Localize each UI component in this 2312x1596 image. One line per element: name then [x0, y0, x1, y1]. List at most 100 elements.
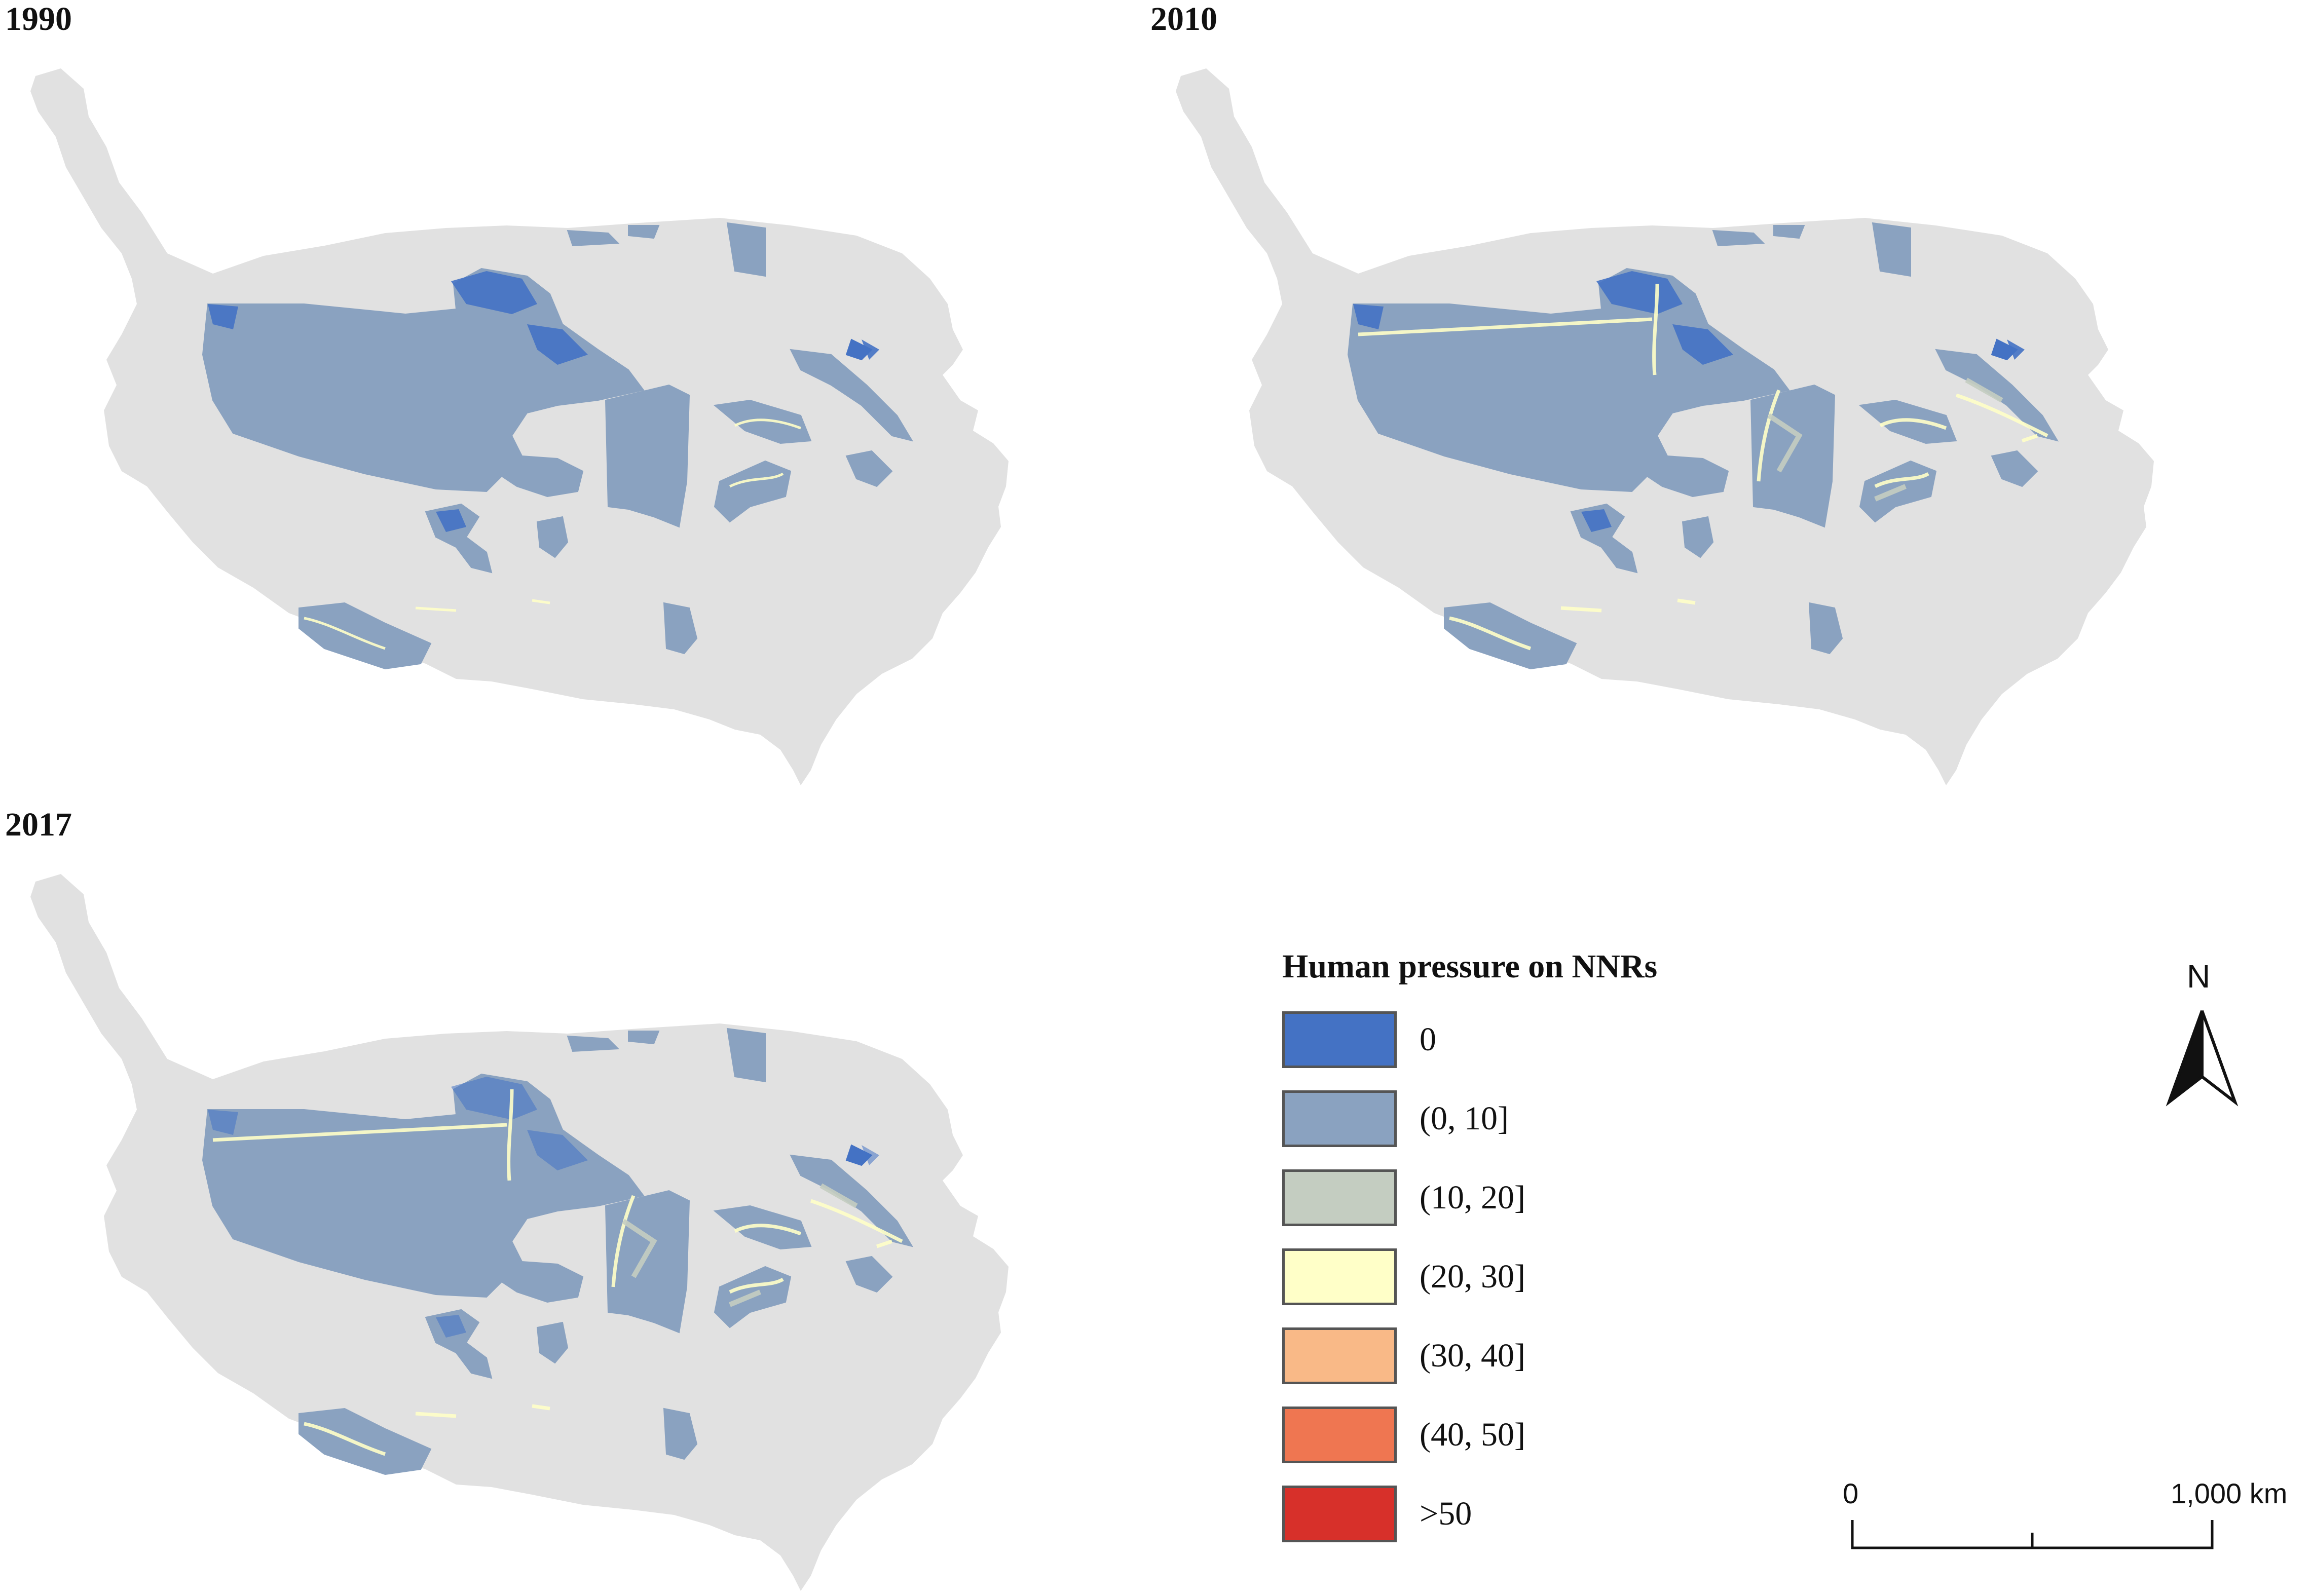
pressure-corridor	[2021, 434, 2038, 443]
pressure-corridor	[304, 1422, 386, 1456]
map-panel-1990: 1990	[0, 0, 1155, 790]
pressure-corridor	[415, 1412, 457, 1418]
zero-pressure-area	[1581, 509, 1612, 532]
reserve-zone	[713, 399, 812, 444]
north-label: N	[2187, 958, 2211, 995]
legend-swatch	[1282, 1327, 1397, 1384]
plateau-map	[30, 68, 1009, 785]
zero-pressure-area	[862, 339, 879, 360]
zero-pressure-area	[527, 1130, 588, 1170]
reserve-zone	[1808, 602, 1843, 655]
pressure-corridor	[1965, 377, 2003, 403]
legend-title: Human pressure on NNRs	[1282, 948, 1658, 985]
legend-item: (30, 40]	[1282, 1316, 1657, 1395]
legend-item: (40, 50]	[1282, 1395, 1657, 1474]
reserve-zone	[845, 1256, 893, 1293]
pressure-corridor	[1767, 413, 1803, 473]
legend-swatch	[1282, 1090, 1397, 1147]
legend-label: (10, 20]	[1420, 1179, 1525, 1216]
reserve-zone	[536, 516, 569, 558]
north-arrow-icon	[2166, 1010, 2239, 1107]
zero-pressure-area	[208, 1110, 238, 1135]
reserve-zone	[714, 460, 792, 523]
pressure-corridor	[729, 472, 784, 488]
legend-label: (0, 10]	[1420, 1100, 1509, 1137]
plateau-map	[1176, 68, 2154, 785]
pressure-corridor	[729, 1289, 761, 1307]
zero-pressure-area	[862, 1145, 879, 1165]
pressure-corridor	[810, 1199, 903, 1243]
reserve-zone	[663, 602, 698, 655]
reserve-zone	[1773, 225, 1805, 239]
reserve-zone	[628, 1031, 660, 1045]
legend-label: (20, 30]	[1420, 1258, 1525, 1295]
reserve-zone	[726, 1028, 766, 1083]
map-panel-2010: 2010	[1145, 0, 2301, 790]
reserve-zone	[845, 450, 893, 487]
zero-pressure-area	[451, 271, 537, 314]
zero-pressure-area	[1353, 304, 1384, 329]
legend-label: (40, 50]	[1420, 1416, 1525, 1453]
reserve-zone	[299, 602, 432, 670]
reserve-zone	[1872, 222, 1911, 277]
pressure-corridor	[1677, 598, 1696, 605]
legend-swatch	[1282, 1169, 1397, 1226]
scale-bar	[1851, 1520, 2214, 1549]
pressure-corridor	[1879, 418, 1947, 430]
pressure-corridor	[876, 1239, 893, 1248]
legend-label: 0	[1420, 1021, 1436, 1058]
pressure-corridor	[734, 419, 801, 430]
reserve-zone	[1682, 516, 1714, 558]
reserve-zone	[567, 1035, 620, 1052]
reserve-zone	[1858, 399, 1957, 444]
reserve-zone	[1750, 384, 1836, 528]
pressure-corridor	[1874, 472, 1929, 488]
legend-item: 0	[1282, 1000, 1657, 1079]
pressure-corridor	[1560, 606, 1602, 613]
pressure-corridor	[1652, 283, 1659, 375]
reserve-zone	[605, 384, 690, 528]
scale-end-label: 1,000 km	[2171, 1477, 2288, 1509]
reserve-zone	[1712, 230, 1765, 247]
reserve-zone	[567, 230, 620, 247]
legend-label: >50	[1420, 1495, 1472, 1532]
zero-pressure-area	[1672, 324, 1733, 365]
legend-swatch	[1282, 1407, 1397, 1463]
plateau-outline	[1176, 68, 2154, 785]
pressure-corridor	[1358, 317, 1653, 336]
reserve-zone	[663, 1408, 698, 1460]
reserve-zone	[1444, 602, 1577, 670]
pressure-corridor	[729, 1277, 784, 1294]
legend-items: 0 (0, 10] (10, 20] (20, 30] (30, 40] (40, 50]…	[1282, 1000, 1657, 1553]
pressure-corridor	[507, 1089, 514, 1181]
plateau-outline	[30, 874, 1009, 1591]
legend-swatch	[1282, 1486, 1397, 1542]
pressure-corridor	[1757, 389, 1781, 482]
zero-pressure-area	[208, 304, 238, 329]
zero-pressure-area	[2007, 339, 2025, 360]
zero-pressure-area	[451, 1077, 537, 1120]
reserve-zone	[299, 1408, 432, 1475]
zero-pressure-area	[527, 324, 588, 365]
reserve-zone	[790, 349, 914, 442]
reserve-zone	[1991, 450, 2038, 487]
pressure-corridor	[611, 1195, 636, 1287]
legend-swatch	[1282, 1011, 1397, 1068]
pressure-corridor	[1874, 484, 1907, 502]
scale-start-label: 0	[1843, 1477, 1859, 1509]
reserve-zone	[726, 222, 766, 277]
pressure-corridor	[304, 617, 386, 650]
legend-item: >50	[1282, 1474, 1657, 1553]
legend: Human pressure on NNRs 0 (0, 10] (10, 20] (…	[1282, 947, 1657, 1553]
pressure-corridor	[532, 599, 550, 604]
pressure-corridor	[415, 606, 457, 612]
panel-title: 2010	[1150, 1, 1217, 37]
legend-item: (10, 20]	[1282, 1158, 1657, 1237]
pressure-corridor	[212, 1123, 507, 1142]
zero-pressure-area	[1596, 271, 1683, 314]
pressure-corridor	[1449, 616, 1532, 651]
plateau-map	[30, 874, 1009, 1591]
legend-item: (20, 30]	[1282, 1237, 1657, 1316]
reserve-zone	[605, 1190, 690, 1334]
reserve-zone	[628, 225, 660, 239]
